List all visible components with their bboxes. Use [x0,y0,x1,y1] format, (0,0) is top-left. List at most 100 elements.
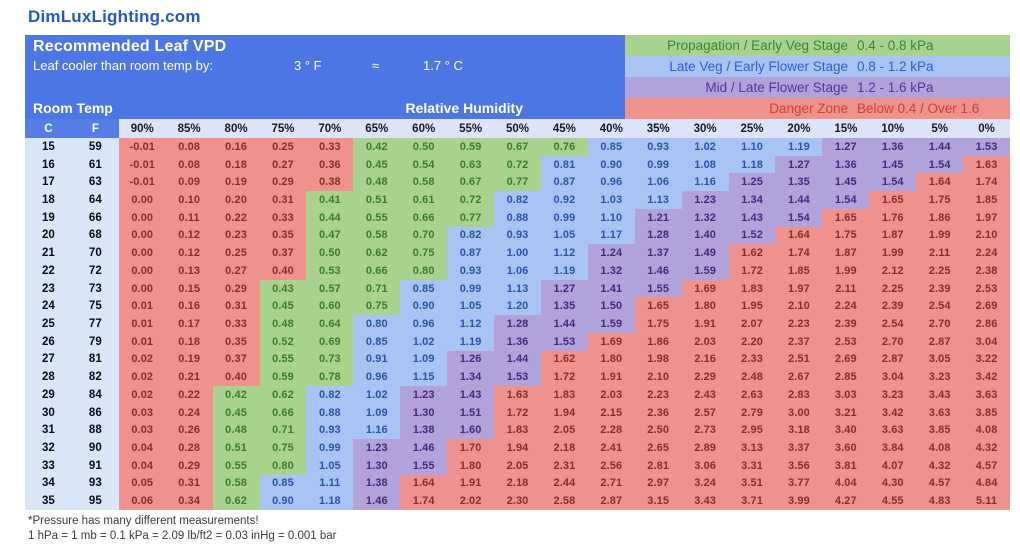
vpd-cell: 2.37 [775,332,823,351]
vpd-cell: 1.75 [916,191,964,209]
temp-f-cell: 68 [71,226,119,245]
vpd-cell: 1.27 [540,279,588,298]
vpd-cell: 1.35 [540,297,588,316]
vpd-cell: 1.83 [540,385,588,404]
vpd-cell: 0.00 [118,208,166,227]
vpd-cell: 3.63 [916,403,964,422]
vpd-cell: 1.63 [494,385,541,404]
vpd-cell: 2.89 [681,439,729,457]
vpd-cell: 2.81 [634,456,682,475]
vpd-cell: 0.59 [447,138,495,156]
temp-f-cell: 90 [71,439,119,457]
vpd-cell: 1.54 [869,173,917,192]
vpd-cell: 2.05 [494,456,541,475]
vpd-cell: 1.08 [681,155,729,174]
vpd-cell: 0.85 [400,279,448,298]
vpd-cell: 0.01 [118,297,166,316]
vpd-cell: 0.58 [400,173,448,192]
vpd-cell: 0.80 [353,315,401,333]
temp-f-cell: 95 [71,492,119,510]
vpd-cell: 0.02 [118,385,166,404]
vpd-cell: 0.66 [353,261,401,280]
vpd-cell: 0.63 [447,155,495,174]
vpd-cell: 0.33 [212,315,260,333]
vpd-cell: 0.82 [494,191,541,209]
site-link[interactable]: DimLuxLighting.com [28,7,201,26]
room-temp-label: Room Temp [33,100,113,116]
vpd-cell: 3.23 [869,385,917,404]
vpd-cell: 1.23 [400,385,448,404]
vpd-cell: 1.65 [869,191,917,209]
vpd-cell: 1.19 [775,138,823,156]
vpd-cell: 2.43 [681,385,729,404]
vpd-cell: 1.83 [494,421,541,440]
vpd-cell: 0.55 [259,350,307,369]
vpd-cell: 2.31 [540,456,588,475]
legend-label: Danger Zone [769,101,848,116]
legend: Propagation / Early Veg Stage 0.4 - 0.8 k… [625,35,1010,119]
vpd-table: 15 59 -0.01 0.08 0.16 0.25 0.33 0.42 0.50 0.59 0.6… [25,138,1010,510]
temp-c-cell: 25 [25,315,72,333]
vpd-cell: 0.62 [353,244,401,262]
vpd-cell: 0.50 [400,138,448,156]
vpd-cell: 1.19 [540,261,588,280]
page-title: Recommended Leaf VPD [33,38,227,55]
vpd-cell: 0.18 [165,332,213,351]
vpd-cell: 0.77 [447,208,495,227]
vpd-cell: 1.06 [634,173,682,192]
vpd-cell: 0.04 [118,456,166,475]
vpd-cell: 2.30 [494,492,541,510]
vpd-cell: 1.74 [775,244,823,262]
vpd-cell: 3.22 [963,350,1010,369]
vpd-cell: 2.63 [728,385,776,404]
vpd-cell: 2.54 [869,315,917,333]
vpd-cell: 1.69 [681,279,729,298]
vpd-cell: 1.54 [916,155,964,174]
legend-label: Late Veg / Early Flower Stage [669,59,848,74]
vpd-cell: 2.10 [634,368,682,386]
vpd-cell: 1.28 [494,315,541,333]
vpd-cell: 0.42 [212,385,260,404]
vpd-cell: 4.84 [963,474,1010,493]
vpd-cell: 0.40 [259,261,307,280]
vpd-cell: 0.19 [212,173,260,192]
temp-c-cell: 35 [25,492,72,510]
vpd-cell: 1.12 [540,244,588,262]
vpd-cell: 1.54 [775,208,823,227]
vpd-cell: 1.36 [869,138,917,156]
vpd-cell: 0.27 [259,155,307,174]
vpd-cell: 1.91 [447,474,495,493]
vpd-cell: 0.01 [118,332,166,351]
temp-f-cell: 59 [71,138,119,156]
column-header-humidity: 85% [165,119,213,138]
legend-range: 0.4 - 0.8 kPa [857,38,934,53]
vpd-cell: 0.38 [306,173,354,192]
vpd-cell: 1.40 [681,226,729,245]
vpd-cell: 3.43 [681,492,729,510]
vpd-cell: 0.80 [400,261,448,280]
vpd-cell: 1.43 [728,208,776,227]
vpd-cell: 0.33 [259,208,307,227]
vpd-cell: 0.62 [212,492,260,510]
vpd-cell: 1.09 [400,350,448,369]
vpd-cell: 3.99 [775,492,823,510]
leaf-cooler-label: Leaf cooler than room temp by: [33,58,213,73]
vpd-cell: 0.42 [353,138,401,156]
vpd-cell: 1.09 [353,403,401,422]
vpd-cell: 0.47 [306,226,354,245]
vpd-cell: 1.30 [353,456,401,475]
vpd-cell: 0.51 [212,439,260,457]
vpd-cell: 1.85 [775,261,823,280]
vpd-cell: 1.94 [494,439,541,457]
vpd-cell: 2.10 [963,226,1010,245]
legend-range: 0.8 - 1.2 kPa [857,59,934,74]
vpd-cell: 1.23 [681,191,729,209]
vpd-cell: 1.91 [587,368,635,386]
vpd-cell: 1.62 [728,244,776,262]
column-header-humidity: 70% [306,119,354,138]
vpd-cell: 3.23 [916,368,964,386]
vpd-cell: 0.44 [306,208,354,227]
vpd-cell: 4.55 [869,492,917,510]
temp-f-cell: 84 [71,385,119,404]
vpd-cell: 0.48 [259,315,307,333]
